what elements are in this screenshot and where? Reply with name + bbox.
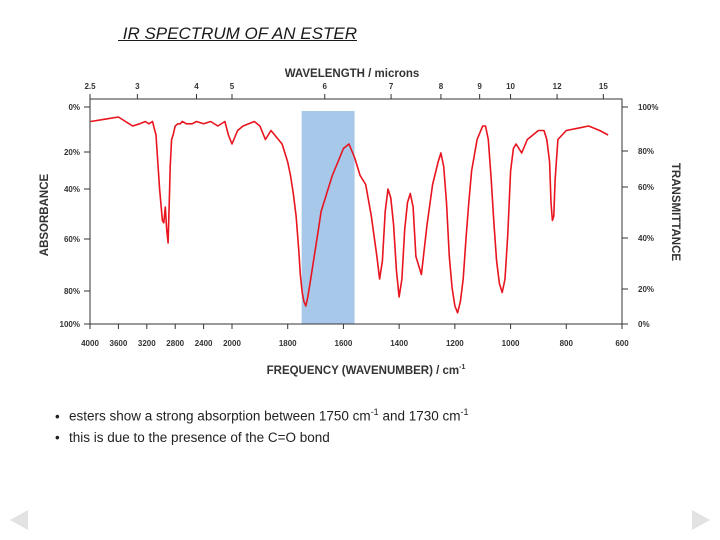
ir-spectrum-chart: 4000 3600 3200 2800 2400 2000 1800 1600 1400 1200… [39, 68, 681, 377]
bullet-item: • this is due to the presence of the C=O … [55, 427, 469, 448]
previous-slide-icon[interactable] [10, 510, 28, 530]
superscript: -1 [460, 407, 469, 417]
top-tick-label: 8 [439, 82, 444, 91]
top-tick-label: 2.5 [84, 82, 96, 91]
x-tick-label: 2400 [195, 339, 213, 348]
right-tick-label: 40% [638, 234, 654, 243]
x-tick-label: 3200 [138, 339, 156, 348]
top-tick-label: 3 [135, 82, 140, 91]
x-tick-label: 800 [560, 339, 574, 348]
bullet-text: and 1730 cm [378, 408, 461, 424]
x-tick-label: 2000 [223, 339, 241, 348]
bullet-icon: • [55, 408, 60, 424]
right-axis-label: TRANSMITTANCE [669, 163, 681, 261]
x-tick-label: 1400 [390, 339, 408, 348]
top-tick-label: 5 [230, 82, 235, 91]
left-tick-label: 100% [60, 320, 80, 329]
x-tick-label: 2800 [166, 339, 184, 348]
right-tick-label: 20% [638, 285, 654, 294]
right-tick-label: 100% [638, 103, 658, 112]
top-tick-label: 7 [389, 82, 394, 91]
top-tick-label: 4 [194, 82, 199, 91]
x-tick-label: 4000 [81, 339, 99, 348]
superscript: -1 [370, 407, 379, 417]
left-tick-label: 80% [64, 287, 80, 296]
left-tick-label: 0% [68, 103, 80, 112]
x-tick-label: 1600 [335, 339, 353, 348]
x-axis-label: FREQUENCY (WAVENUMBER) / cm-1 [267, 364, 466, 377]
top-axis-label: WAVELENGTH / microns [285, 68, 420, 80]
bullet-text: esters show a strong absorption between … [69, 408, 371, 424]
bullet-text: this is due to the presence of the C=O b… [69, 429, 330, 445]
left-tick-label: 40% [64, 185, 80, 194]
x-axis-label-superscript: -1 [459, 364, 465, 371]
right-tick-label: 60% [638, 183, 654, 192]
top-tick-label: 15 [599, 82, 608, 91]
top-tick-label: 9 [477, 82, 482, 91]
slide-title: IR SPECTRUM OF AN ESTER [118, 24, 357, 43]
x-tick-label: 1000 [502, 339, 520, 348]
left-tick-label: 60% [64, 235, 80, 244]
bullet-icon: • [55, 429, 60, 445]
right-tick-label: 80% [638, 147, 654, 156]
bullet-notes: • esters show a strong absorption between… [55, 402, 469, 448]
top-tick-label: 12 [553, 82, 562, 91]
left-tick-label: 20% [64, 148, 80, 157]
left-axis-label: ABSORBANCE [39, 173, 51, 256]
x-tick-label: 1800 [279, 339, 297, 348]
bullet-item: • esters show a strong absorption between… [55, 402, 469, 427]
carbonyl-region-highlight [301, 111, 355, 324]
spectrum-line [90, 116, 609, 314]
plot-frame [89, 98, 623, 325]
x-tick-label: 600 [615, 339, 629, 348]
next-slide-icon[interactable] [692, 510, 710, 530]
x-tick-label: 1200 [446, 339, 464, 348]
x-tick-label: 3600 [110, 339, 128, 348]
top-tick-label: 6 [323, 82, 328, 91]
right-tick-label: 0% [638, 320, 650, 329]
top-tick-label: 10 [506, 82, 515, 91]
